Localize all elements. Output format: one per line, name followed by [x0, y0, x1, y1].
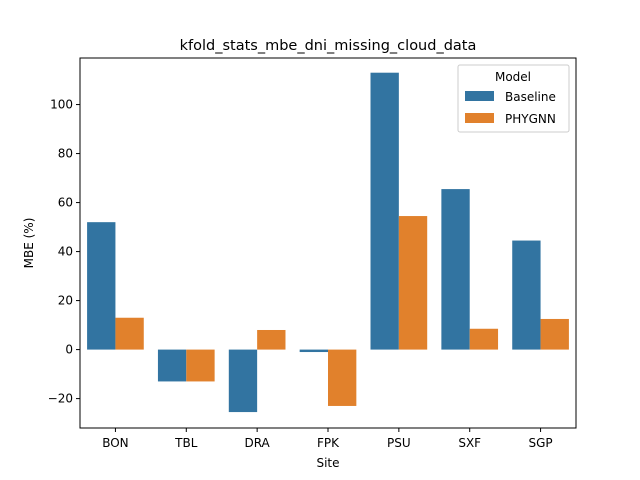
y-tick-label: 40 — [58, 245, 73, 259]
bar-phygnn-fpk — [328, 349, 357, 406]
bar-phygnn-psu — [398, 216, 428, 350]
y-tick-label: 80 — [58, 147, 73, 161]
x-tick-label: DRA — [244, 436, 270, 450]
y-axis: −20 0 20 40 60 80 100 — [48, 98, 80, 406]
legend-swatch-phygnn — [465, 113, 494, 123]
y-tick-label: 20 — [58, 294, 73, 308]
bar-phygnn-tbl — [186, 349, 215, 382]
legend-label-baseline: Baseline — [505, 90, 556, 104]
x-axis-label: Site — [316, 456, 339, 470]
y-tick-label: 100 — [50, 98, 73, 112]
legend-label-phygnn: PHYGNN — [505, 112, 556, 126]
y-tick-label: 60 — [58, 196, 73, 210]
x-tick-label: SGP — [528, 436, 552, 450]
x-tick-label: TBL — [174, 436, 198, 450]
bar-baseline-fpk — [299, 349, 328, 353]
bar-baseline-psu — [370, 72, 399, 350]
plot-frame — [79, 57, 577, 429]
bar-baseline-tbl — [157, 349, 187, 382]
x-tick-label: BON — [102, 436, 128, 450]
y-tick-label: −20 — [48, 392, 73, 406]
bar-baseline-dra — [228, 349, 258, 413]
bar-phygnn-dra — [257, 329, 286, 350]
y-tick-label: 0 — [65, 343, 73, 357]
bars-group — [87, 72, 569, 413]
legend-swatch-baseline — [465, 91, 494, 101]
bar-baseline-sxf — [441, 189, 470, 350]
bar-phygnn-sgp — [540, 318, 569, 350]
bar-phygnn-sxf — [469, 328, 499, 350]
chart-title: kfold_stats_mbe_dni_missing_cloud_data — [180, 38, 477, 54]
bar-baseline-bon — [87, 222, 116, 350]
bar-phygnn-bon — [115, 317, 144, 350]
x-tick-label: FPK — [317, 436, 340, 450]
x-axis: BON TBL DRA FPK PSU SXF SGP — [102, 428, 553, 450]
bar-baseline-sgp — [512, 240, 541, 350]
legend-title: Model — [495, 70, 531, 84]
legend: Model Baseline PHYGNN — [457, 64, 570, 133]
y-axis-label: MBE (%) — [22, 218, 36, 269]
x-tick-label: PSU — [387, 436, 411, 450]
x-tick-label: SXF — [458, 436, 481, 450]
